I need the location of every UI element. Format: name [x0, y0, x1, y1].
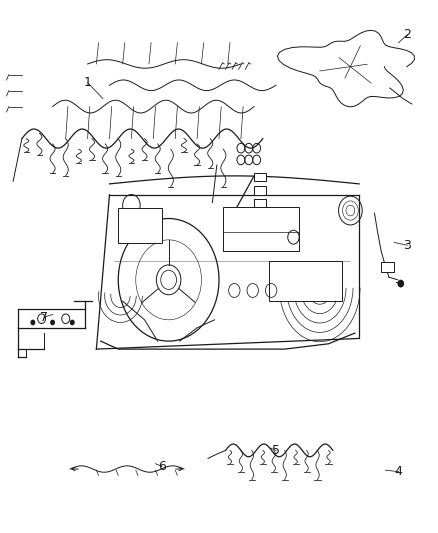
Bar: [254, 173, 266, 181]
Text: 1: 1: [84, 76, 92, 89]
Text: 6: 6: [158, 460, 166, 473]
Text: 7: 7: [40, 311, 48, 324]
Circle shape: [71, 320, 74, 325]
Bar: [381, 262, 394, 272]
Bar: [254, 186, 266, 195]
Circle shape: [51, 320, 54, 325]
Bar: [254, 213, 266, 221]
Bar: [118, 208, 162, 243]
Text: 4: 4: [395, 465, 403, 478]
Bar: [223, 207, 299, 251]
Bar: [254, 199, 266, 208]
Circle shape: [398, 280, 403, 287]
Circle shape: [31, 320, 35, 325]
Text: 3: 3: [403, 239, 411, 252]
Text: 5: 5: [272, 444, 280, 457]
Bar: [269, 261, 342, 301]
Text: 2: 2: [403, 28, 411, 41]
